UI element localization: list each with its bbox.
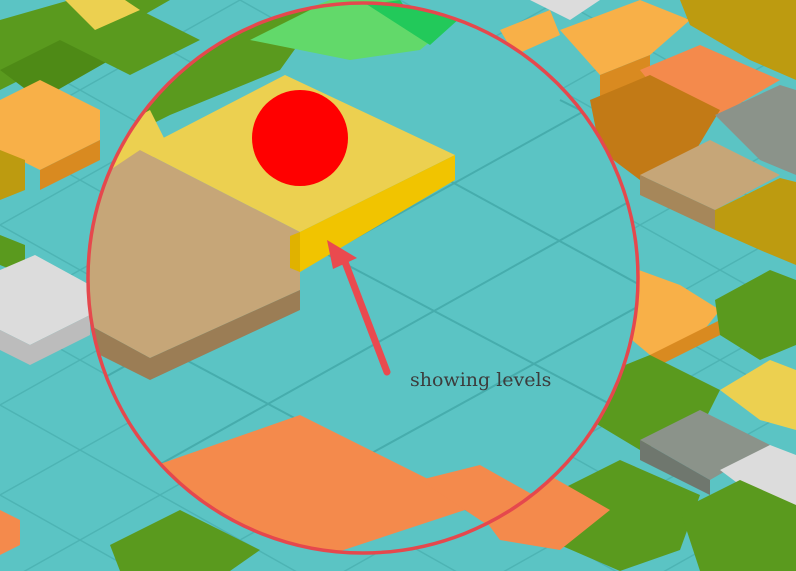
tile-olive (715, 178, 796, 265)
red-dot-marker-icon (252, 90, 348, 186)
tile-snow (0, 255, 90, 365)
tile-sand (88, 150, 300, 380)
tile-yellow (720, 360, 796, 430)
tile-orange (620, 265, 720, 370)
tile-coral (0, 510, 20, 555)
tile-orange (500, 0, 690, 100)
callout-arrow-icon (327, 240, 391, 376)
tile-olive (0, 150, 25, 200)
tile-snow (530, 0, 600, 20)
tile-stone (715, 85, 796, 175)
callout-caption: showing levels (410, 369, 551, 391)
magnifier-ring (86, 1, 640, 555)
tile-olive (680, 0, 796, 80)
tile-orange (0, 80, 100, 190)
tile-grass (560, 460, 796, 571)
tile-sand (640, 140, 780, 230)
tile-grass (110, 510, 260, 571)
tile-yellow (65, 0, 140, 30)
